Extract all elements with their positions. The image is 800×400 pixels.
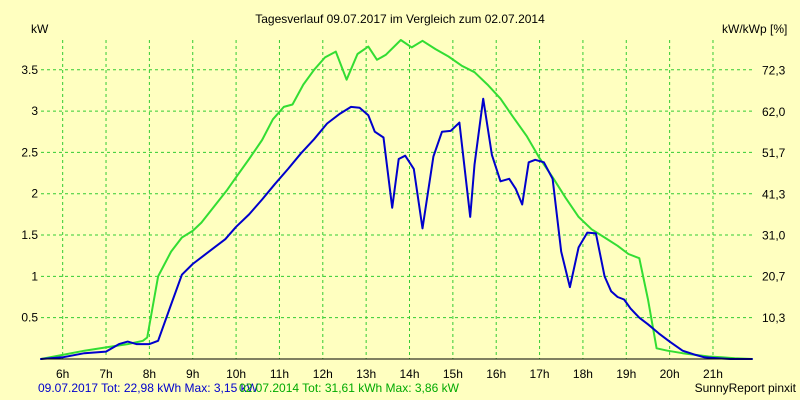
x-tick-label: 10h: [226, 367, 246, 381]
x-tick-label: 6h: [56, 367, 69, 381]
y-tick-label-right: 31,0: [762, 228, 786, 242]
y-tick-label-right: 10,3: [762, 311, 786, 325]
series-group: [40, 39, 753, 360]
y-tick-label-left: 3.5: [21, 63, 38, 77]
grid: [41, 40, 752, 359]
y-tick-label-left: 1: [31, 269, 38, 283]
y-tick-label-right: 72,3: [762, 64, 786, 78]
y-tick-label-left: 3: [31, 104, 38, 118]
x-tick-label: 7h: [99, 367, 112, 381]
x-tick-label: 19h: [616, 367, 636, 381]
y-axis-right-label: kW/kWp [%]: [722, 22, 787, 36]
footer-credit: SunnyReport pinxit: [695, 381, 797, 395]
x-tick-label: 17h: [530, 367, 550, 381]
x-tick-label: 9h: [186, 367, 199, 381]
chart-title: Tagesverlauf 09.07.2017 im Vergleich zum…: [255, 12, 545, 26]
x-tick-label: 11h: [270, 367, 289, 381]
series-line-2017: [40, 97, 753, 360]
y-tick-label-left: 1.5: [21, 228, 38, 242]
y-tick-label-right: 20,7: [762, 269, 786, 283]
x-tick-label: 16h: [486, 367, 506, 381]
x-tick-label: 21h: [703, 367, 723, 381]
x-tick-label: 12h: [313, 367, 333, 381]
y-tick-label-right: 41,3: [762, 187, 786, 201]
y-tick-label-right: 51,7: [762, 146, 786, 160]
x-tick-label: 13h: [356, 367, 376, 381]
y-tick-label-left: 0.5: [21, 311, 38, 325]
x-tick-label: 18h: [573, 367, 593, 381]
x-tick-label: 14h: [399, 367, 419, 381]
y-tick-label-left: 2: [31, 187, 38, 201]
y-tick-label-left: 2.5: [21, 145, 38, 159]
y-tick-label-right: 62,0: [762, 105, 786, 119]
x-tick-label: 8h: [143, 367, 156, 381]
x-tick-label: 20h: [660, 367, 680, 381]
footer-legend-2017: 09.07.2017 Tot: 22,98 kWh Max: 3,15 kW: [38, 381, 259, 395]
series-line-2014: [40, 39, 753, 360]
y-axis-left-label: kW: [31, 22, 49, 36]
x-tick-label: 15h: [443, 367, 463, 381]
tick-labels: 6h 7h 8h 9h 10h 11h 12h 13h 14h 15h 16h 17h 18h 19h 20…: [21, 63, 785, 381]
footer-legend-2014: 02.07.2014 Tot: 31,61 kWh Max: 3,86 kW: [239, 381, 460, 395]
